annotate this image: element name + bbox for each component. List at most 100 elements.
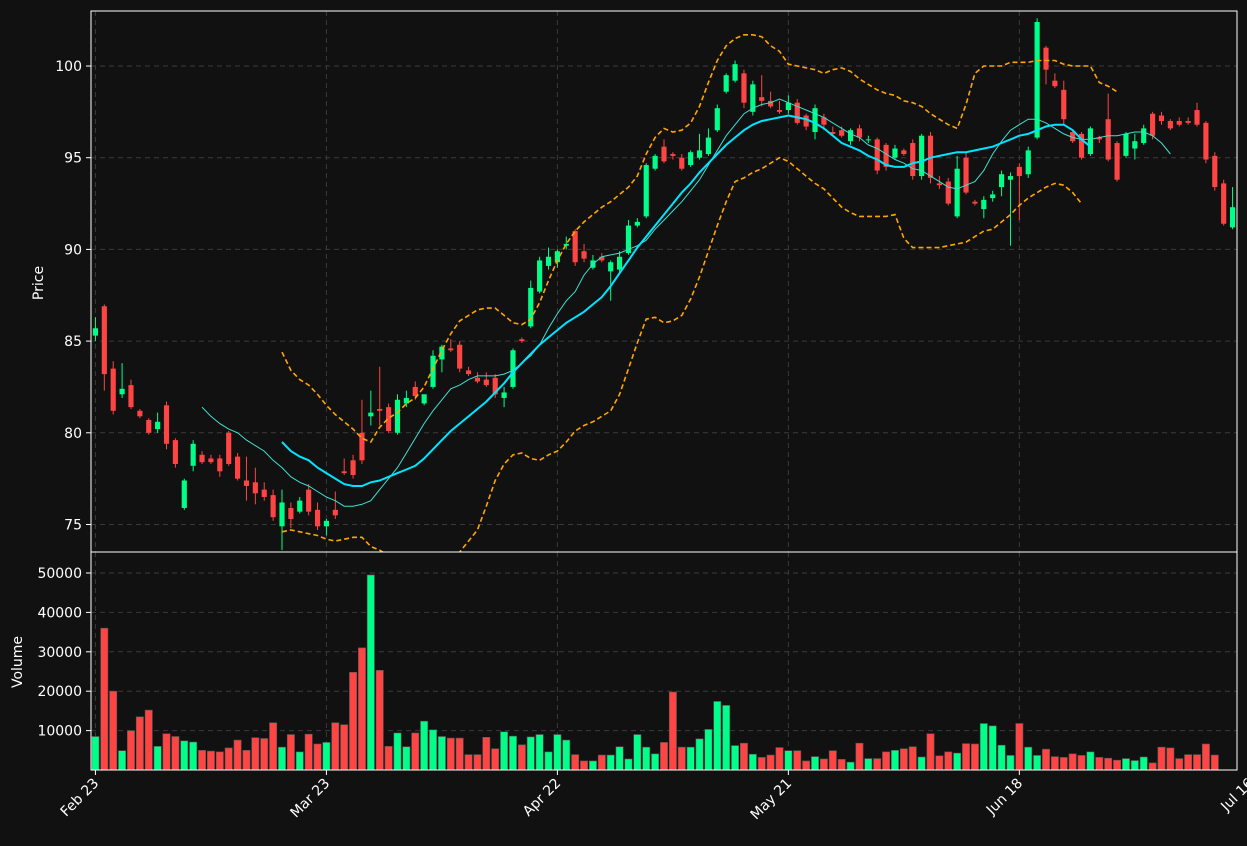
candle xyxy=(634,218,640,228)
candle-body xyxy=(226,432,232,464)
candle-body xyxy=(794,102,800,123)
volume-bar xyxy=(224,747,233,770)
volume-bar xyxy=(127,730,135,770)
candle-body xyxy=(1229,207,1236,228)
volume-bar xyxy=(597,754,606,770)
volume-bar xyxy=(1139,756,1148,770)
candle xyxy=(359,399,365,464)
candle-body xyxy=(1007,176,1014,180)
candle xyxy=(1132,133,1138,160)
candle xyxy=(341,458,347,475)
volume-bar xyxy=(686,746,695,770)
candle xyxy=(705,128,711,156)
candle-body xyxy=(394,399,401,433)
candle xyxy=(1016,163,1022,221)
candle-body xyxy=(847,130,854,142)
volume-bar xyxy=(606,754,615,770)
candle-body xyxy=(457,344,463,369)
candle-body xyxy=(430,355,436,387)
volume-bar xyxy=(775,747,784,770)
candle xyxy=(226,430,232,466)
candle-body xyxy=(208,458,214,463)
candle-body xyxy=(785,102,791,111)
volume-bar xyxy=(899,748,908,770)
volume-bar xyxy=(642,746,651,770)
candle xyxy=(119,363,125,398)
candle-body xyxy=(146,419,152,433)
candle xyxy=(688,150,694,167)
volume-bar xyxy=(1104,757,1113,770)
volume-bar xyxy=(1148,762,1157,770)
volume-bar xyxy=(491,748,500,770)
candle xyxy=(554,249,560,268)
volume-bar xyxy=(1184,754,1193,770)
volume-bar xyxy=(926,733,935,770)
volume-bar xyxy=(180,740,189,770)
candle-body xyxy=(377,408,383,411)
candle xyxy=(412,381,418,400)
volume-bar xyxy=(677,746,686,770)
volume-bar xyxy=(997,744,1006,770)
candle-body xyxy=(759,97,765,101)
volume-bar xyxy=(411,732,420,770)
candle xyxy=(652,154,658,171)
candle xyxy=(865,135,871,144)
volume-bar xyxy=(455,737,464,770)
candle xyxy=(1025,146,1031,178)
volume-bar xyxy=(313,743,322,770)
candle-body xyxy=(1052,80,1058,87)
volume-bar xyxy=(731,745,740,770)
candle-body xyxy=(999,174,1005,188)
candle xyxy=(1052,73,1058,89)
candle-body xyxy=(119,388,125,395)
candle xyxy=(563,236,569,250)
candle-body xyxy=(243,480,250,486)
volume-bar xyxy=(766,754,775,770)
candle xyxy=(314,502,321,530)
candle xyxy=(1096,135,1102,144)
volume-bar xyxy=(864,758,873,770)
moving-average-slow-line xyxy=(281,114,1092,487)
volume-bar xyxy=(509,735,517,770)
candle xyxy=(1007,172,1014,246)
volume-bar xyxy=(748,753,757,770)
volume-bar xyxy=(526,736,535,770)
candle-body xyxy=(750,84,756,112)
candle xyxy=(421,394,427,406)
candle xyxy=(270,489,276,521)
candle-body xyxy=(92,328,99,336)
candle-body xyxy=(679,157,685,169)
candle-body xyxy=(332,509,338,516)
candle-body xyxy=(634,221,640,226)
candle-body xyxy=(421,394,427,404)
price-tick-label: 75 xyxy=(64,517,82,533)
volume-bar xyxy=(970,743,979,770)
candle-body xyxy=(137,410,143,417)
candle xyxy=(208,454,214,464)
candle xyxy=(377,366,383,426)
candle xyxy=(261,482,267,501)
candle xyxy=(999,170,1005,197)
candle xyxy=(732,60,738,83)
candle-body xyxy=(1061,89,1067,120)
candle-body xyxy=(1150,113,1156,136)
candle xyxy=(572,229,578,266)
candle-body xyxy=(776,110,783,112)
volume-bar xyxy=(429,729,437,770)
candle xyxy=(1158,111,1165,125)
candle xyxy=(1043,45,1049,85)
volume-bar xyxy=(1095,757,1104,770)
volume-bar xyxy=(757,757,766,770)
volume-bar xyxy=(1130,760,1139,770)
candle-body xyxy=(1123,133,1129,156)
volume-bar xyxy=(1193,754,1201,770)
volume-tick-label: 10000 xyxy=(37,724,82,740)
candle-body xyxy=(723,75,729,92)
volume-bar xyxy=(162,733,171,770)
candle-body xyxy=(856,128,863,138)
volume-bar xyxy=(322,742,331,770)
candle-body xyxy=(181,480,187,508)
volume-bar xyxy=(420,720,429,770)
